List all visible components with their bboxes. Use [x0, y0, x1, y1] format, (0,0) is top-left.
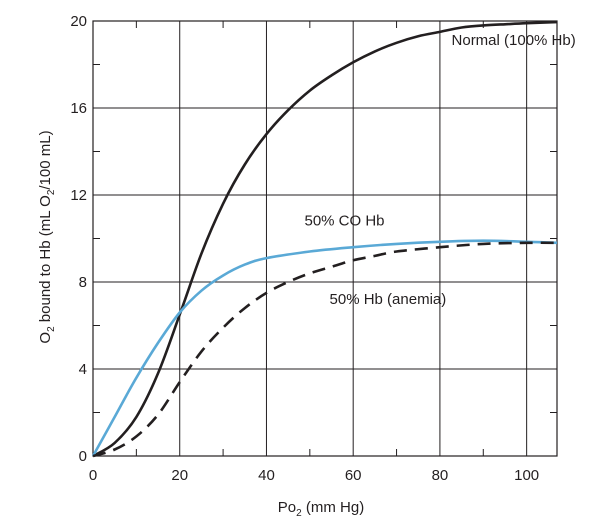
- series-anemia-line: [92, 241, 558, 458]
- x-tick-label: 60: [345, 467, 362, 484]
- grid: [93, 21, 557, 456]
- minor-ticks: [93, 21, 557, 456]
- series: [91, 20, 558, 458]
- x-tick-label: 80: [432, 467, 449, 484]
- series-normal-line: [92, 20, 558, 458]
- series-co-line: [91, 239, 558, 457]
- plot-frame: [92, 20, 558, 457]
- y-tick-label: 20: [70, 13, 87, 30]
- series-label: 50% CO Hb: [304, 212, 384, 229]
- x-tick-label: 100: [514, 467, 539, 484]
- series-label: 50% Hb (anemia): [330, 291, 447, 308]
- y-tick-label: 12: [70, 187, 87, 204]
- x-tick-label: 0: [89, 467, 97, 484]
- y-tick-label: 4: [79, 361, 87, 378]
- y-tick-label: 8: [79, 274, 87, 291]
- y-tick-labels: 0 4 8 12 16 20: [70, 13, 87, 465]
- series-label: Normal (100% Hb): [452, 32, 576, 49]
- y-tick-label: 16: [70, 100, 87, 117]
- y-tick-label: 0: [79, 448, 87, 465]
- x-tick-labels: 0 20 40 60 80 100: [89, 467, 539, 484]
- x-axis-title: Po2 (mm Hg): [278, 499, 364, 519]
- x-tick-label: 40: [258, 467, 275, 484]
- y-axis-title: O2 bound to Hb (mL O2/100 mL): [37, 130, 57, 343]
- x-tick-label: 20: [171, 467, 188, 484]
- annotations: Normal (100% Hb) 50% CO Hb 50% Hb (anemia): [304, 32, 575, 308]
